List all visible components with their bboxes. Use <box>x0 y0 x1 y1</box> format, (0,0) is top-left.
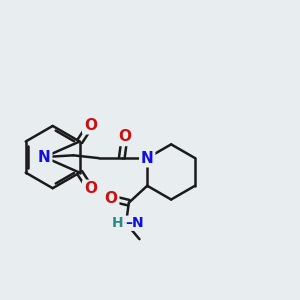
Text: O: O <box>84 182 97 196</box>
Text: H: H <box>112 216 123 230</box>
Text: N: N <box>141 151 154 166</box>
Text: O: O <box>118 129 131 144</box>
Text: O: O <box>84 118 97 133</box>
Text: –N: –N <box>125 216 144 230</box>
Text: N: N <box>38 150 51 165</box>
Text: O: O <box>105 191 118 206</box>
